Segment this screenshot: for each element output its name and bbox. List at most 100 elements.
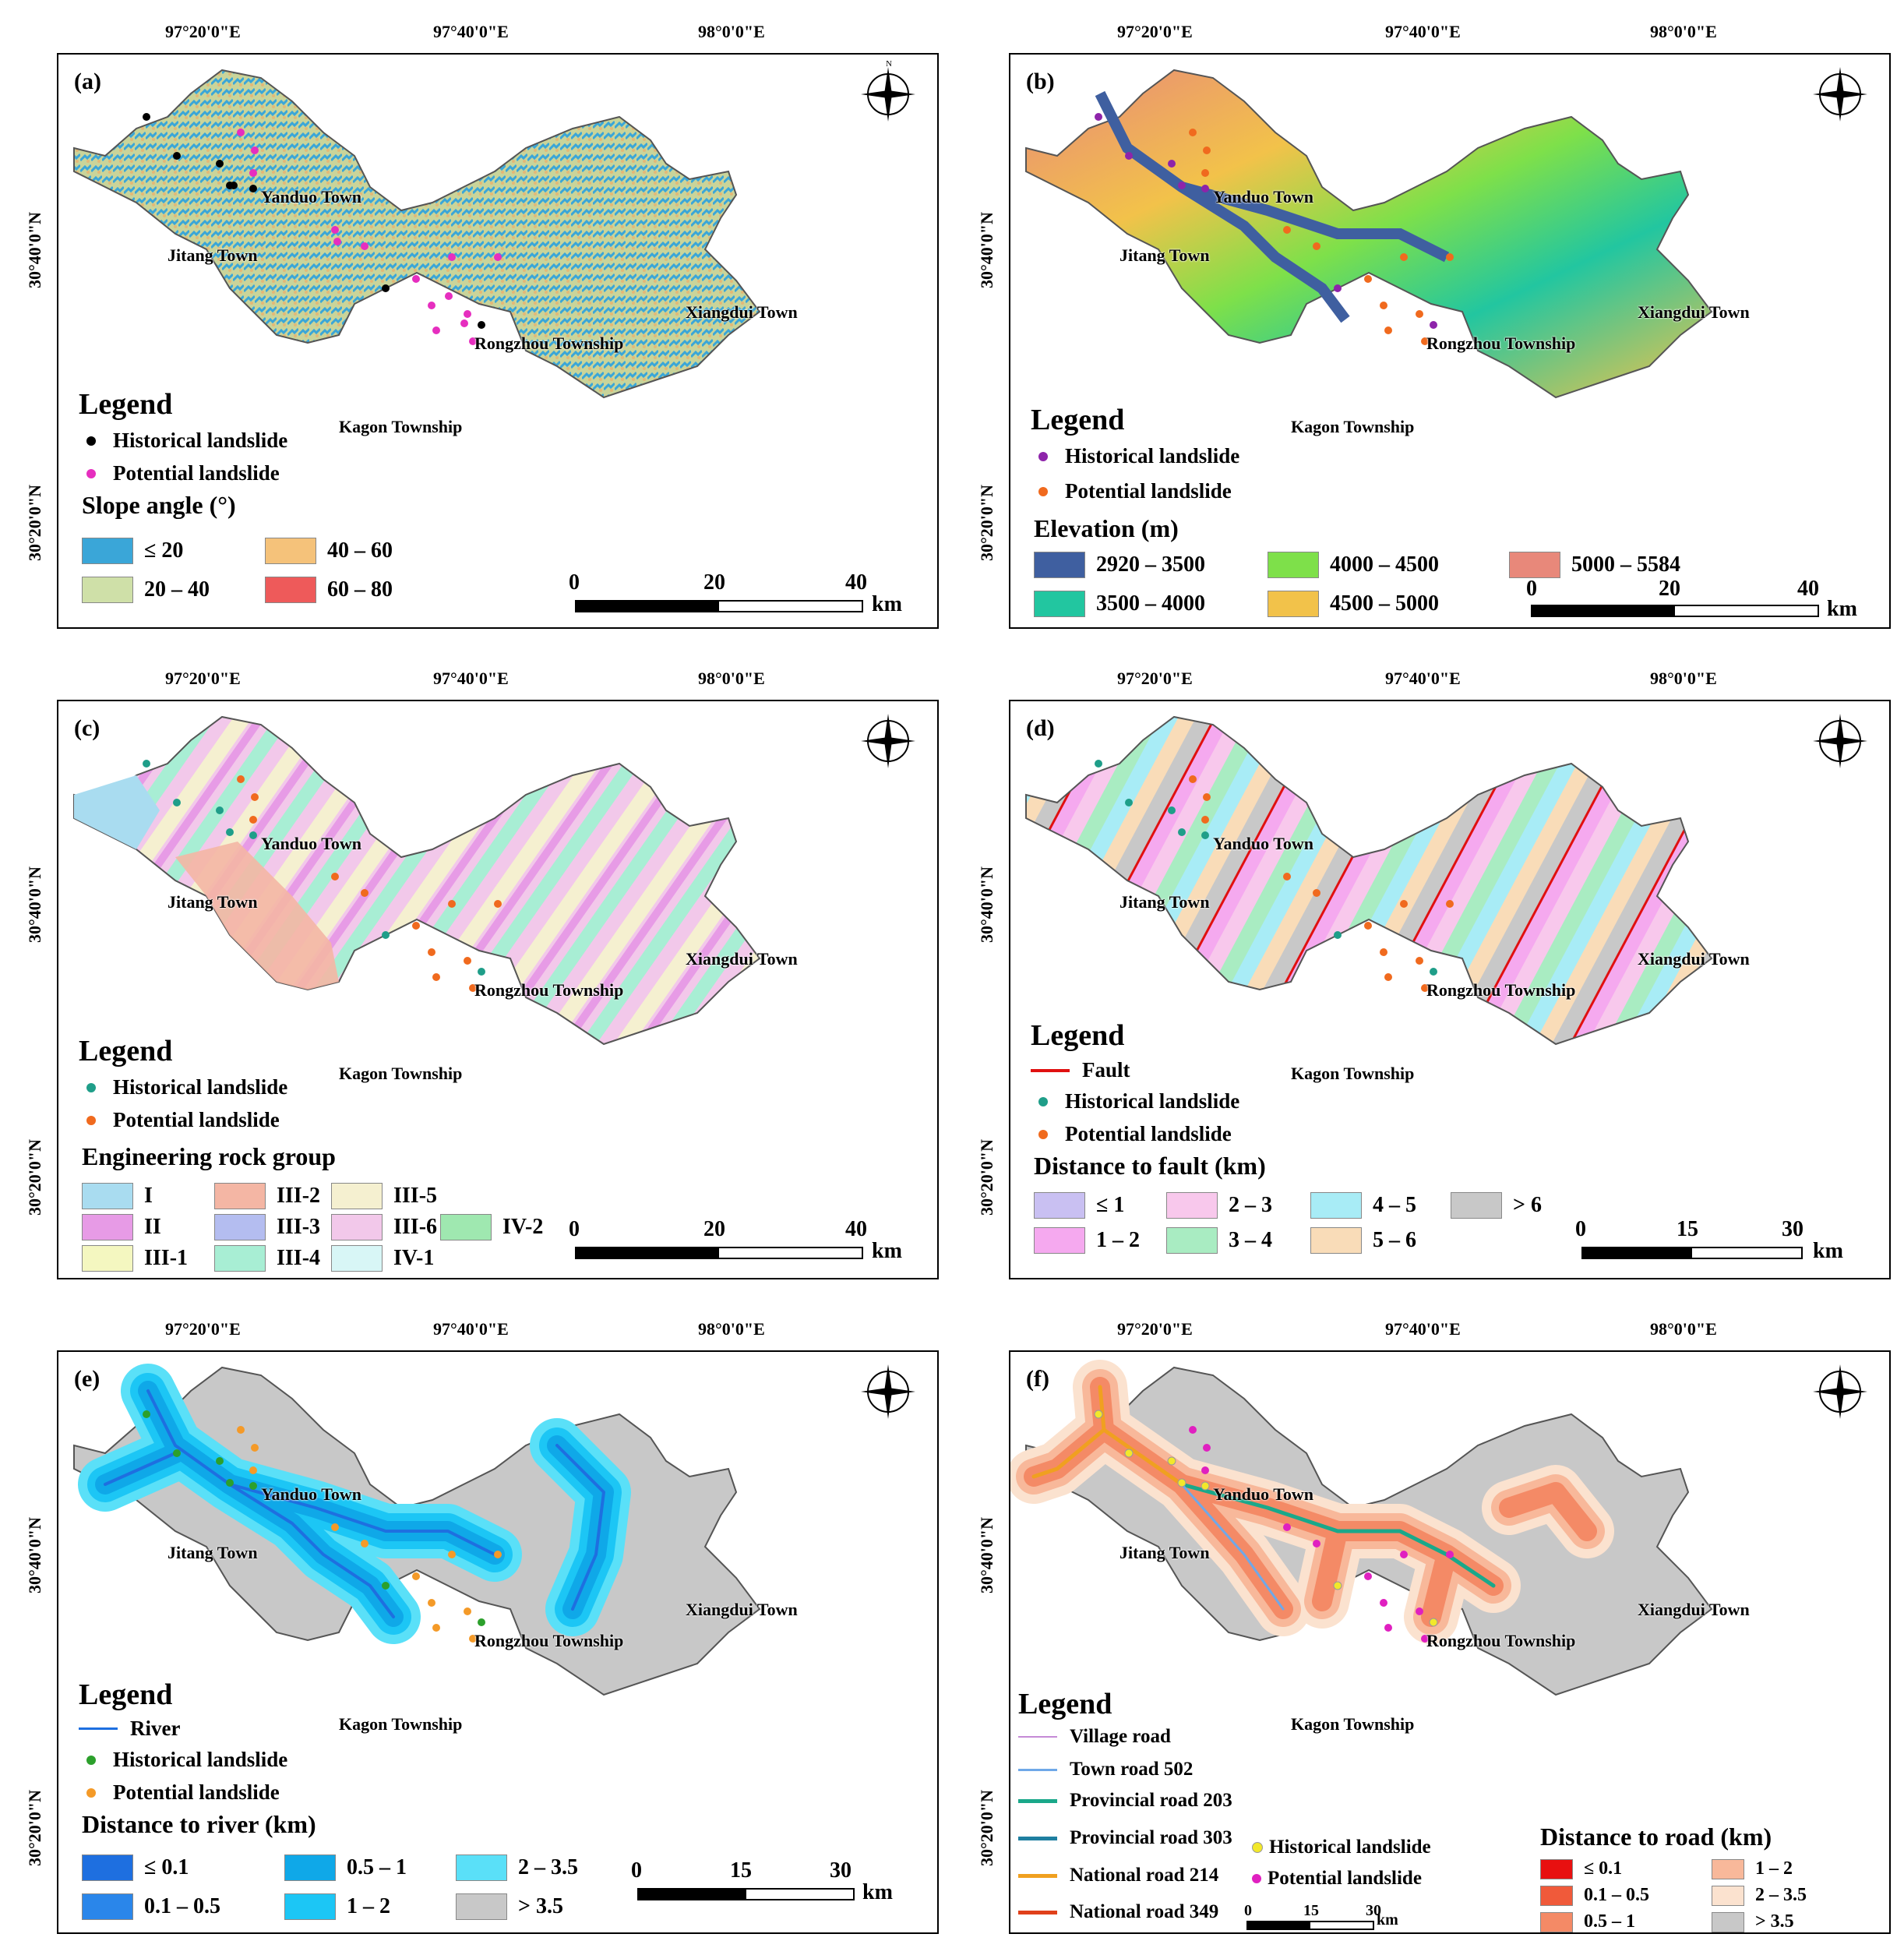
scale-e-0: 0 xyxy=(631,1858,642,1883)
study-area-map-d xyxy=(1025,715,1713,1046)
scalebar-d xyxy=(1581,1247,1803,1259)
coord-left-d1: 30°40'0"N xyxy=(977,866,996,943)
study-area-map-a xyxy=(73,69,761,399)
class-e-6: > 3.5 xyxy=(456,1893,563,1920)
coord-left-f1: 30°40'0"N xyxy=(977,1516,996,1593)
legend-road-nat214: National road 214 xyxy=(1018,1865,1218,1886)
map-frame-f: (f) Yanduo Town Jitang Town Rongzhou Tow… xyxy=(1009,1350,1891,1934)
potential-markers-f xyxy=(1189,1426,1454,1643)
scalebar-c xyxy=(575,1247,863,1259)
scale-unit-a: km xyxy=(872,592,902,616)
scalebar-f xyxy=(1246,1921,1374,1930)
town-label-rongzhou-c: Rongzhou Township xyxy=(474,980,624,1000)
coord-top-e3: 98°0'0"E xyxy=(698,1319,765,1339)
town-label-kagon-b: Kagon Township xyxy=(1291,417,1415,436)
town-label-jitang-f: Jitang Town xyxy=(1119,1543,1210,1562)
class-d-5: 1 – 2 xyxy=(1034,1227,1140,1254)
potential-markers-e xyxy=(237,1426,502,1643)
scale-unit-c: km xyxy=(872,1239,902,1263)
class-b-4: 3500 – 4000 xyxy=(1034,591,1205,617)
class-d-3: 4 – 5 xyxy=(1310,1192,1416,1219)
coord-left-c2: 30°20'0"N xyxy=(25,1138,44,1216)
north-arrow-icon xyxy=(1813,1364,1867,1419)
class-c-5: III-3 xyxy=(214,1214,320,1240)
north-arrow-icon xyxy=(1813,67,1867,122)
scale-unit-d: km xyxy=(1813,1239,1843,1263)
class-c-10: IV-1 xyxy=(331,1245,434,1272)
coord-left-c1: 30°40'0"N xyxy=(25,866,44,943)
class-a-2: 40 – 60 xyxy=(265,538,393,564)
historical-markers-b xyxy=(1095,113,1437,329)
scale-a-2: 40 xyxy=(845,570,867,595)
panel-label-b: (b) xyxy=(1026,69,1055,94)
panel-label-f: (f) xyxy=(1026,1366,1049,1392)
coord-top-b3: 98°0'0"E xyxy=(1650,22,1717,41)
legend-title-d: Legend xyxy=(1031,1019,1125,1052)
class-title-d: Distance to fault (km) xyxy=(1034,1152,1266,1180)
town-label-kagon-d: Kagon Township xyxy=(1291,1064,1415,1083)
coord-left-e1: 30°40'0"N xyxy=(25,1516,44,1593)
scale-e-2: 30 xyxy=(830,1858,852,1883)
scale-b-2: 40 xyxy=(1797,577,1819,601)
map-frame-a: (a) Yanduo Town Jitang Town Rongzhou Tow… xyxy=(57,53,939,629)
class-d-7: 5 – 6 xyxy=(1310,1227,1416,1254)
study-area-polygon-c xyxy=(73,715,761,1046)
coord-left-b1: 30°40'0"N xyxy=(977,211,996,288)
town-label-xiangdui-f: Xiangdui Town xyxy=(1638,1600,1750,1619)
class-title-e: Distance to river (km) xyxy=(82,1810,316,1838)
coord-top-1: 97°20'0"E xyxy=(165,22,241,41)
class-a-1: ≤ 20 xyxy=(82,538,183,564)
panel-f: 97°20'0"E 97°40'0"E 98°0'0"E 30°40'0"N 3… xyxy=(952,1297,1904,1948)
panel-label-a: (a) xyxy=(74,69,101,94)
class-b-2: 4000 – 4500 xyxy=(1268,552,1439,578)
town-label-rongzhou-d: Rongzhou Township xyxy=(1426,980,1576,1000)
town-label-xiangdui-a: Xiangdui Town xyxy=(686,302,798,322)
north-arrow-icon xyxy=(861,714,915,768)
legend-potential-a: Potential landslide xyxy=(79,461,280,485)
legend-title-e: Legend xyxy=(79,1678,173,1711)
scale-b-0: 0 xyxy=(1526,577,1537,601)
coord-top-c3: 98°0'0"E xyxy=(698,669,765,688)
town-label-yanduo-d: Yanduo Town xyxy=(1213,834,1314,853)
class-title-f: Distance to road (km) xyxy=(1540,1823,1772,1851)
scale-f-2: 30 xyxy=(1366,1902,1381,1919)
map-frame-d: (d) Yanduo Town Jitang Town Rongzhou Tow… xyxy=(1009,700,1891,1279)
legend-potential-c: Potential landslide xyxy=(79,1108,280,1132)
north-arrow-icon xyxy=(1813,714,1867,768)
coord-left-e2: 30°20'0"N xyxy=(25,1789,44,1866)
class-c-7: IV-2 xyxy=(440,1214,543,1240)
coord-top-e2: 97°40'0"E xyxy=(433,1319,509,1339)
town-label-rongzhou-e: Rongzhou Township xyxy=(474,1631,624,1650)
class-e-5: 1 – 2 xyxy=(284,1893,390,1920)
legend-road-village: Village road xyxy=(1018,1726,1171,1748)
study-area-polygon xyxy=(73,69,761,399)
study-area-map-f xyxy=(1010,1360,1713,1696)
historical-markers-d xyxy=(1095,760,1437,976)
legend-potential-e: Potential landslide xyxy=(79,1780,280,1805)
coord-top-f3: 98°0'0"E xyxy=(1650,1319,1717,1339)
town-label-yanduo-e: Yanduo Town xyxy=(261,1484,362,1504)
coord-top-3: 98°0'0"E xyxy=(698,22,765,41)
svg-text:N: N xyxy=(886,59,892,69)
legend-historical-e: Historical landslide xyxy=(79,1748,287,1772)
map-frame-b: (b) Yanduo Town Jitang Town Rongzhou Tow… xyxy=(1009,53,1891,629)
coord-top-b1: 97°20'0"E xyxy=(1117,22,1193,41)
north-arrow-icon: N xyxy=(861,59,915,122)
panel-b: 97°20'0"E 97°40'0"E 98°0'0"E 30°40'0"N 3… xyxy=(952,0,1904,639)
class-e-4: 0.1 – 0.5 xyxy=(82,1893,220,1920)
town-label-xiangdui-d: Xiangdui Town xyxy=(1638,949,1750,969)
town-label-rongzhou-a: Rongzhou Township xyxy=(474,333,624,353)
town-label-xiangdui-b: Xiangdui Town xyxy=(1638,302,1750,322)
coord-top-d3: 98°0'0"E xyxy=(1650,669,1717,688)
town-label-xiangdui-e: Xiangdui Town xyxy=(686,1600,798,1619)
class-a-3: 20 – 40 xyxy=(82,577,210,603)
class-title-c: Engineering rock group xyxy=(82,1142,336,1170)
class-f-6: > 3.5 xyxy=(1712,1911,1794,1932)
scale-f-0: 0 xyxy=(1244,1902,1252,1919)
town-label-jitang-b: Jitang Town xyxy=(1119,245,1210,265)
class-c-2: III-2 xyxy=(214,1183,320,1209)
class-c-8: III-1 xyxy=(82,1245,188,1272)
town-label-yanduo-a: Yanduo Town xyxy=(261,187,362,206)
legend-fault-d: Fault xyxy=(1031,1058,1130,1082)
class-c-1: I xyxy=(82,1183,153,1209)
